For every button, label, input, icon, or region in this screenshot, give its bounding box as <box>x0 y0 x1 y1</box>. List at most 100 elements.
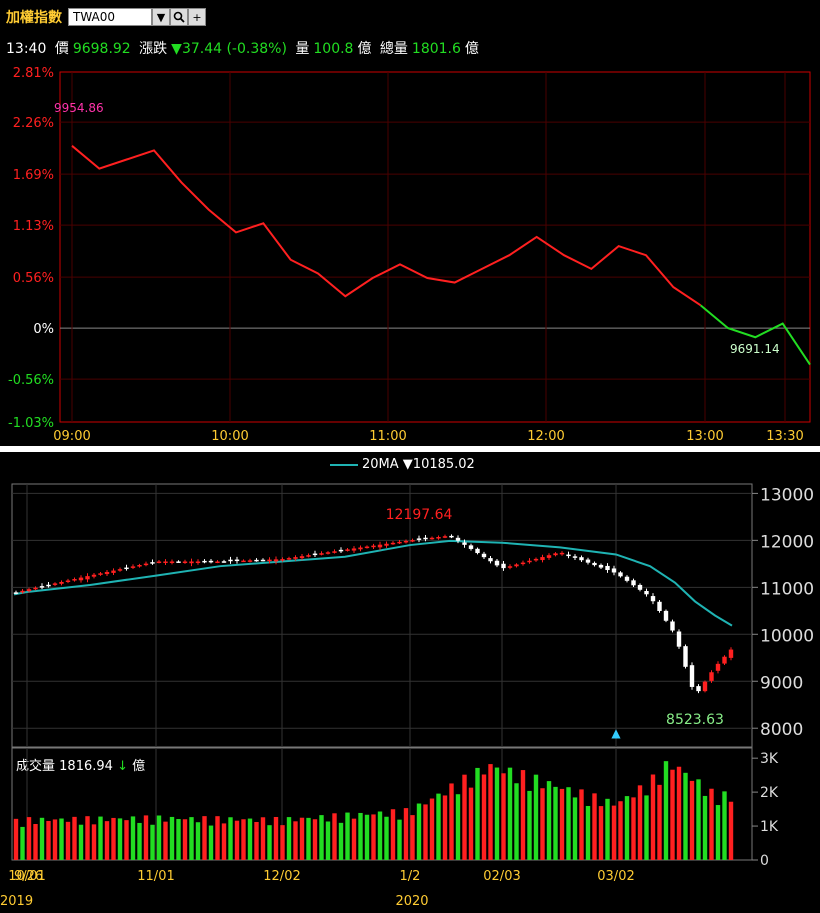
candle-down <box>202 560 207 563</box>
candle-up <box>559 552 565 555</box>
volume-bar <box>546 781 552 860</box>
candle-up <box>332 551 337 553</box>
volume-bar <box>676 766 682 860</box>
volume-bar <box>319 815 324 860</box>
candle-up <box>72 579 77 581</box>
volume-tick-label: 3K <box>760 751 779 767</box>
candle-down <box>312 553 318 556</box>
volume-bar <box>228 817 233 860</box>
volume-bar <box>507 767 513 860</box>
candle-up <box>169 561 175 563</box>
volume-bar <box>332 813 337 860</box>
volume-bar <box>33 823 38 860</box>
total-unit: 億 <box>464 41 479 57</box>
candle-down <box>416 538 422 540</box>
candle-up <box>137 565 142 567</box>
volume-bar <box>624 796 630 860</box>
volume-bar <box>111 817 116 860</box>
volume-bar <box>150 824 155 860</box>
volume-bar <box>540 788 545 860</box>
volume-bar <box>455 794 461 860</box>
candle-up <box>403 540 409 543</box>
candle-up <box>182 561 188 563</box>
candle-up <box>345 549 350 551</box>
volume-bar <box>98 816 103 860</box>
candle-up <box>286 558 292 560</box>
candle-down <box>176 561 181 563</box>
volume-bar <box>312 819 318 860</box>
candle-up <box>384 543 389 546</box>
volume-bar <box>46 820 51 860</box>
volume-bar <box>215 816 220 860</box>
volume-bar <box>364 814 370 860</box>
x-tick-label: 11:00 <box>369 429 406 444</box>
date-label: 11/01 <box>137 869 174 884</box>
ma-legend: 20MA ▼10185.02 <box>330 457 475 472</box>
volume-bar <box>267 825 272 860</box>
volume-bar <box>637 785 643 860</box>
volume-bar <box>429 798 435 860</box>
daily-frame <box>11 483 753 748</box>
volume-bar <box>462 774 467 860</box>
volume-bar <box>338 822 344 860</box>
volume-bar <box>416 803 422 860</box>
volume-bar <box>20 826 25 860</box>
volume-bar <box>631 797 636 860</box>
candle-down <box>631 580 636 586</box>
price-tick-label: 13000 <box>760 485 814 505</box>
volume-bar <box>579 789 584 860</box>
date-label: 1/2 <box>400 869 421 884</box>
price-line-down <box>700 304 811 366</box>
candle-up <box>156 561 162 563</box>
candle-down <box>423 537 428 540</box>
volume-bar <box>221 823 227 860</box>
candle-up <box>98 573 103 575</box>
volume-tick-label: 0 <box>760 853 769 869</box>
y-tick-label: -1.03% <box>8 416 54 431</box>
symbol-input[interactable] <box>68 8 152 26</box>
symbol-toolbar: 加權指數 ▼ + <box>6 6 206 28</box>
date-label: 9/26 <box>14 869 43 884</box>
price-tick-label: 10000 <box>760 626 814 646</box>
volume-bar <box>592 793 597 860</box>
candle-up <box>436 537 441 539</box>
candle-down <box>572 556 578 558</box>
x-tick-label: 13:00 <box>686 429 723 444</box>
volume-label: 量 <box>295 41 310 57</box>
candle-up <box>371 545 376 548</box>
candle-up <box>514 564 519 567</box>
volume-bar <box>117 818 123 860</box>
volume-bar <box>377 811 383 860</box>
candle-up <box>546 555 552 558</box>
chevron-down-icon[interactable]: ▼ <box>152 8 170 26</box>
volume-tick-label: 2K <box>760 785 779 801</box>
candle-down <box>650 596 656 602</box>
candle-down <box>124 567 129 570</box>
candle-down <box>670 621 675 631</box>
date-label: 12/02 <box>263 869 300 884</box>
volume-bar <box>644 795 649 860</box>
volume-bar <box>618 801 623 860</box>
candle-up <box>702 681 708 692</box>
ma-label: 20MA <box>362 457 399 472</box>
price-tick-label: 11000 <box>760 579 814 599</box>
volume-bar <box>13 818 19 860</box>
volume-bar <box>358 812 363 860</box>
volume-bar <box>611 805 617 860</box>
volume-bar <box>702 795 708 860</box>
plus-icon[interactable]: + <box>188 8 206 26</box>
candle-down <box>449 535 454 538</box>
price-tick-label: 8000 <box>760 720 803 740</box>
volume-bar <box>280 825 285 860</box>
candle-down <box>254 559 259 562</box>
panel-divider <box>0 446 820 452</box>
volume-bar <box>85 816 90 860</box>
candle-up <box>709 672 714 681</box>
volume-bar <box>390 809 396 860</box>
search-icon[interactable] <box>170 8 188 26</box>
volume-bar <box>234 820 240 860</box>
y-tick-label: 1.13% <box>13 219 54 234</box>
date-label: 10/01 <box>8 869 45 884</box>
candle-up <box>325 552 331 554</box>
